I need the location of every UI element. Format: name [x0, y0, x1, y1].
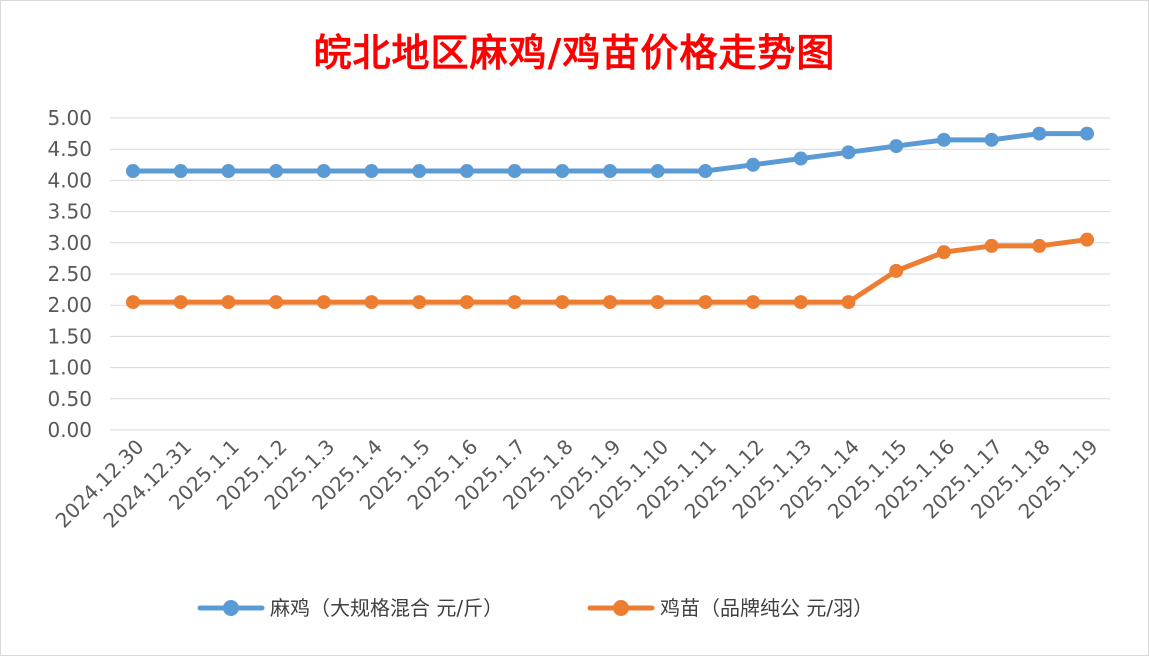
data-point [173, 295, 188, 310]
data-point [698, 295, 713, 310]
data-point [936, 245, 951, 260]
data-point [555, 295, 570, 310]
data-point [126, 164, 140, 179]
y-tick-label: 1.00 [47, 356, 92, 380]
series-2 [126, 232, 1094, 310]
y-tick-label: 2.50 [47, 262, 92, 286]
legend-item-1: 麻鸡（大规格混合 元/斤） [197, 596, 503, 620]
y-tick-label: 4.00 [47, 168, 92, 192]
y-tick-label: 3.00 [47, 231, 92, 255]
data-point [698, 164, 713, 179]
data-point [412, 295, 427, 310]
data-point [793, 151, 808, 166]
data-point [603, 295, 617, 310]
y-tick-label: 4.50 [47, 137, 92, 161]
data-point [984, 238, 999, 253]
data-point [221, 295, 236, 310]
data-point [793, 295, 808, 310]
data-point [984, 132, 999, 147]
data-point [269, 295, 284, 310]
data-point [746, 157, 761, 172]
data-point [364, 164, 379, 179]
data-point [459, 164, 474, 179]
data-point [1032, 238, 1047, 253]
legend-marker [613, 600, 629, 616]
data-point [459, 295, 474, 310]
series-lines [126, 126, 1094, 310]
data-point [412, 164, 427, 179]
data-point [650, 164, 665, 179]
data-point [507, 295, 522, 310]
x-axis-ticks: 2024.12.302024.12.312025.1.12025.1.22025… [51, 435, 1103, 533]
data-point [746, 295, 761, 310]
data-point [364, 295, 379, 310]
legend-marker [223, 600, 239, 616]
data-point [889, 263, 904, 278]
legend: 麻鸡（大规格混合 元/斤） 鸡苗（品牌纯公 元/羽） [197, 596, 873, 620]
y-tick-label: 0.50 [47, 387, 92, 411]
data-point [1080, 232, 1094, 247]
y-tick-label: 5.00 [47, 106, 92, 130]
data-point [841, 145, 856, 160]
y-axis-ticks: 0.00 0.50 1.00 1.50 2.00 2.50 3.00 3.50 4.00 4.50… [47, 106, 92, 442]
data-point [841, 295, 856, 310]
data-point [1032, 126, 1047, 141]
data-point [316, 164, 331, 179]
data-point [603, 164, 617, 179]
legend-label: 麻鸡（大规格混合 元/斤） [270, 596, 503, 620]
data-point [936, 132, 951, 147]
data-point [555, 164, 570, 179]
data-point [889, 139, 904, 154]
legend-item-2: 鸡苗（品牌纯公 元/羽） [587, 596, 873, 620]
y-tick-label: 1.50 [47, 324, 92, 348]
grid-lines [110, 117, 1110, 431]
chart-title: 皖北地区麻鸡/鸡苗价格走势图 [313, 30, 836, 75]
y-tick-label: 2.00 [47, 293, 92, 317]
data-point [650, 295, 665, 310]
data-point [269, 164, 284, 179]
data-point [1080, 126, 1094, 141]
series-1 [126, 126, 1094, 179]
data-point [173, 164, 188, 179]
data-point [316, 295, 331, 310]
data-point [126, 295, 140, 310]
y-tick-label: 0.00 [47, 418, 92, 442]
data-point [221, 164, 236, 179]
data-point [507, 164, 522, 179]
y-tick-label: 3.50 [47, 200, 92, 224]
legend-label: 鸡苗（品牌纯公 元/羽） [660, 596, 873, 620]
